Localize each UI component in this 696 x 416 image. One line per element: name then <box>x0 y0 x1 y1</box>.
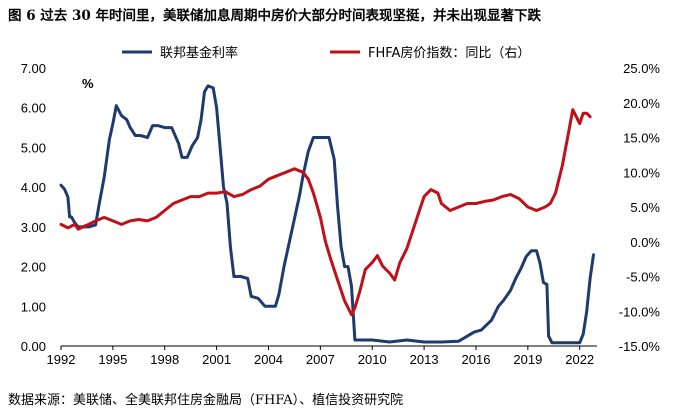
y-right-tick-label: -5.0% <box>626 270 660 285</box>
fhfa-hpi-yoy-line <box>59 108 592 317</box>
y-left-tick-label: 3.00 <box>21 220 46 235</box>
y-right-tick-label: 5.0% <box>630 200 660 215</box>
source-note: 数据来源：美联储、全美联邦住房金融局（FHFA）、植信投资研究院 <box>8 393 404 408</box>
x-tick-label: 2013 <box>410 352 439 367</box>
y-left-tick-label: 1.00 <box>21 299 46 314</box>
y-unit-label: % <box>82 76 94 91</box>
y-right-tick-label: 25.0% <box>623 61 660 76</box>
legend-label: 联邦基金利率 <box>160 45 238 61</box>
x-tick-label: 2022 <box>565 352 594 367</box>
chart-legend: 联邦基金利率 FHFA房价指数：同比（右） <box>122 45 530 61</box>
legend-label: FHFA房价指数：同比（右） <box>368 45 530 61</box>
fed-funds-rate-line <box>59 84 595 345</box>
y-left-tick-label: 2.00 <box>21 260 46 275</box>
figure-title: 图 6 过去 30 年时间里，美联储加息周期中房价大部分时间表现坚挺，并未出现显… <box>8 8 541 24</box>
chart-axes: 1992 1995 1998 2001 2004 2007 2010 2013 2016 2019… <box>21 61 661 367</box>
x-tick-label: 2019 <box>513 352 542 367</box>
x-tick-label: 2010 <box>358 352 387 367</box>
x-tick-label: 2004 <box>254 352 283 367</box>
y-left-tick-label: 4.00 <box>21 180 46 195</box>
y-right-tick-label: -15.0% <box>619 339 661 354</box>
x-tick-label: 2001 <box>202 352 231 367</box>
y-left-tick-label: 5.00 <box>21 140 46 155</box>
x-tick-label: 1992 <box>47 352 76 367</box>
y-right-tick-label: 15.0% <box>623 131 660 146</box>
y-left-tick-label: 6.00 <box>21 101 46 116</box>
y-right-tick-label: 10.0% <box>623 165 660 180</box>
x-tick-label: 2016 <box>462 352 491 367</box>
y-right-tick-label: -10.0% <box>619 304 661 319</box>
y-right-tick-label: 0.0% <box>630 235 660 250</box>
x-tick-label: 1998 <box>150 352 179 367</box>
x-tick-label: 2007 <box>306 352 335 367</box>
chart-lines <box>59 84 595 345</box>
y-left-tick-label: 0.00 <box>21 339 46 354</box>
y-right-tick-label: 20.0% <box>623 96 660 111</box>
y-left-tick-label: 7.00 <box>21 61 46 76</box>
x-tick-label: 1995 <box>98 352 127 367</box>
